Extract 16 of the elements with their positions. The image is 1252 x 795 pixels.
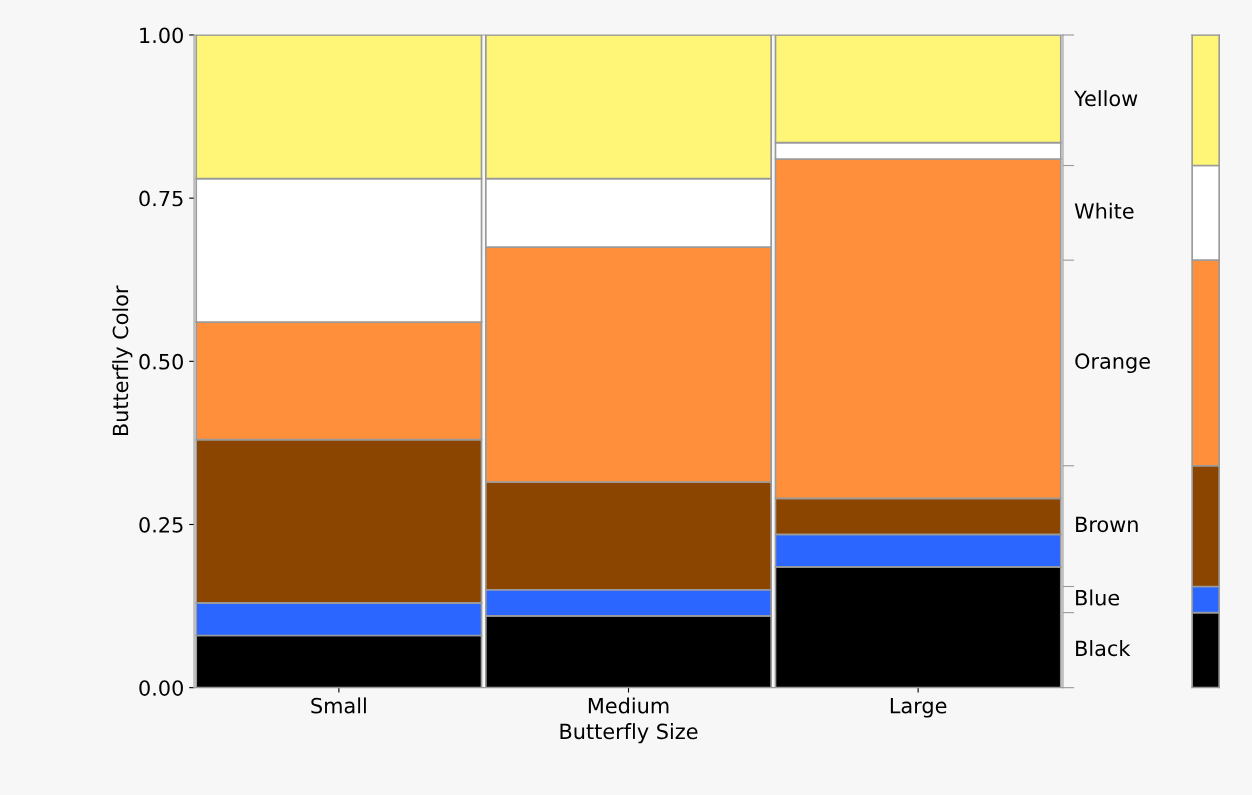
series-label: Yellow (1074, 90, 1138, 107)
series-label: Brown (1076, 516, 1138, 533)
text: White (1074, 202, 1134, 219)
series-label: Black (1076, 640, 1131, 657)
y-tick-label: 0.50 (139, 353, 183, 370)
series-label: Orange (1075, 353, 1150, 374)
x-tick-label: Large (890, 698, 947, 718)
x-tick-label: Medium (588, 697, 669, 714)
y-tick-label: 0.75 (139, 190, 183, 207)
x-tick-label: Small (311, 697, 366, 714)
y-tick-label: 0.25 (139, 516, 183, 533)
y-tick-label: 0.00 (139, 680, 183, 696)
y-axis-title: Butterfly Color (112, 285, 133, 436)
legend-label: Blue (1076, 589, 1120, 606)
y-tick-label: 1.00 (140, 27, 183, 44)
x-axis-title: Butterfly Size (560, 723, 698, 744)
